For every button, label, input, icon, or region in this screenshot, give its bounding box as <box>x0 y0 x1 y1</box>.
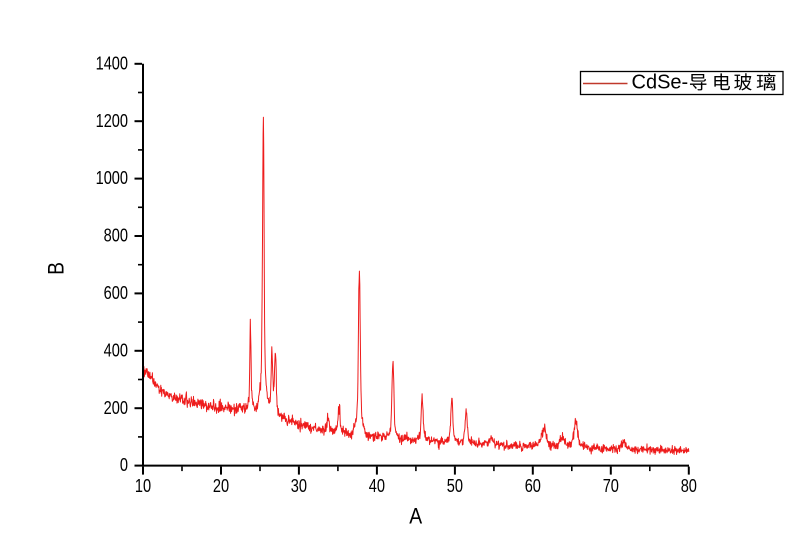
svg-text:0: 0 <box>120 454 128 475</box>
svg-text:30: 30 <box>291 475 307 496</box>
svg-text:200: 200 <box>104 397 128 418</box>
svg-text:400: 400 <box>104 340 128 361</box>
svg-text:60: 60 <box>525 475 541 496</box>
svg-text:800: 800 <box>104 225 128 246</box>
svg-text:70: 70 <box>603 475 619 496</box>
svg-text:1000: 1000 <box>96 167 128 188</box>
svg-text:80: 80 <box>681 475 697 496</box>
svg-text:40: 40 <box>369 475 385 496</box>
svg-text:10: 10 <box>135 475 151 496</box>
svg-text:A: A <box>409 504 422 528</box>
svg-text:20: 20 <box>213 475 229 496</box>
svg-text:B: B <box>44 262 68 275</box>
svg-text:600: 600 <box>104 282 128 303</box>
svg-text:1400: 1400 <box>96 53 128 74</box>
svg-text:CdSe-: CdSe- <box>632 71 689 93</box>
svg-text:50: 50 <box>447 475 463 496</box>
svg-text:1200: 1200 <box>96 110 128 131</box>
